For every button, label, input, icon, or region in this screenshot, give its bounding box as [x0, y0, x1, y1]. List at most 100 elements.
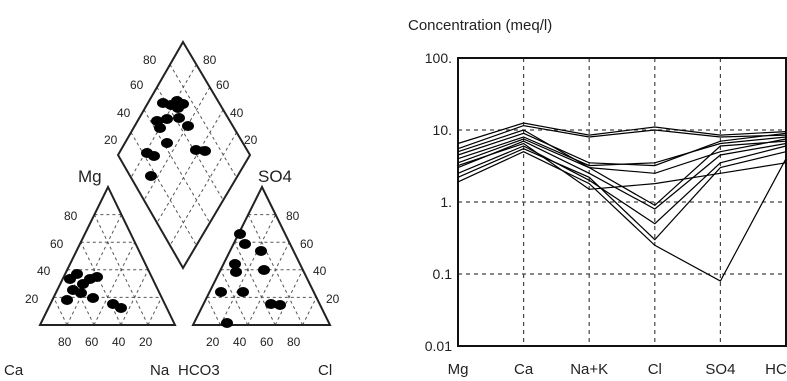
sample-point	[258, 265, 270, 275]
sample-point	[75, 288, 87, 298]
sample-point	[115, 303, 127, 313]
sample-point	[182, 121, 194, 131]
sample-point	[161, 138, 173, 148]
grid-line	[156, 109, 224, 224]
label-na: Na	[150, 362, 170, 379]
grid-line	[220, 269, 249, 326]
sample-point	[199, 146, 211, 156]
cation-tick-left: 40	[37, 264, 51, 278]
grid-line	[169, 132, 238, 246]
anion-tick-right: 20	[326, 292, 340, 306]
grid-line	[169, 64, 238, 178]
diamond-tick-right: 60	[216, 78, 230, 92]
diamond-tick-left: 80	[143, 53, 157, 67]
plot-area-frame	[457, 57, 787, 347]
y-tick-label: 0.01	[425, 338, 452, 354]
anion-tick-bottom: 20	[206, 335, 220, 349]
sample-point	[190, 145, 202, 155]
cation-tick-left: 20	[25, 292, 39, 306]
series-line	[457, 140, 787, 210]
diamond-tick-left: 60	[130, 78, 144, 92]
x-tick-label: HCO3	[765, 361, 787, 378]
sample-point	[239, 239, 251, 249]
anion-tick-right: 40	[313, 264, 327, 278]
sample-point	[221, 318, 233, 328]
sample-point	[237, 287, 249, 297]
cation-tick-left: 80	[64, 209, 78, 223]
grid-line	[233, 241, 276, 326]
label-ca: Ca	[4, 362, 24, 379]
grid-line	[93, 241, 136, 326]
label-hco3: HCO3	[178, 362, 220, 379]
x-tick-label: SO4	[705, 361, 735, 378]
diamond-frame	[116, 40, 252, 270]
grid-line	[274, 269, 304, 326]
x-axis-tick-labels: Mg Ca Na+K Cl SO4 HCO3	[448, 361, 787, 378]
series-line	[457, 138, 787, 174]
grid-line	[206, 297, 221, 326]
piper-frames	[38, 40, 332, 326]
y-tick-label: 10.	[433, 122, 452, 138]
sample-point	[91, 272, 103, 282]
grid-line	[143, 86, 211, 201]
chart-series	[457, 122, 787, 282]
grid-line	[302, 297, 317, 326]
piper-diagram: Mg SO4 Ca Na HCO3 Cl 80 60 40 20 80 60 4…	[4, 40, 340, 379]
sample-point	[87, 293, 99, 303]
y-tick-label: 1.	[440, 194, 452, 210]
anion-tick-right: 60	[300, 237, 314, 251]
x-tick-label: Cl	[648, 361, 662, 378]
anion-tick-bottom: 40	[233, 335, 247, 349]
sample-point	[215, 287, 227, 297]
series-line	[457, 148, 787, 241]
series-line	[457, 124, 787, 150]
series-line	[457, 129, 787, 207]
x-tick-label: Mg	[448, 361, 469, 378]
diamond-tick-right: 20	[244, 133, 258, 147]
sample-point	[173, 113, 185, 123]
grid-line	[247, 241, 290, 326]
sample-point	[161, 114, 173, 124]
label-so4: SO4	[258, 167, 292, 186]
sample-point	[61, 295, 73, 305]
cation-tick-bottom: 20	[139, 335, 153, 349]
series-line	[457, 136, 787, 167]
grid-line	[147, 297, 163, 326]
sample-point	[148, 151, 160, 161]
x-tick-label: Na+K	[570, 361, 608, 378]
grid-line	[130, 132, 197, 246]
anion-tick-bottom: 80	[287, 335, 301, 349]
cation-tick-bottom: 80	[58, 335, 72, 349]
series-line	[457, 142, 787, 190]
series-line	[457, 151, 787, 282]
anion-triangle-frame	[191, 184, 332, 326]
grid-line	[156, 86, 224, 201]
label-mg: Mg	[78, 167, 102, 186]
grid-line	[53, 297, 68, 326]
grid-line	[130, 64, 197, 178]
y-tick-label: 100.	[425, 50, 452, 66]
cation-tick-left: 60	[50, 237, 64, 251]
grid-line	[120, 269, 149, 326]
chart-title: Concentration (meq/l)	[408, 17, 552, 34]
y-tick-label: 0.1	[433, 266, 453, 282]
series-line	[457, 145, 787, 225]
diamond-tick-right: 40	[230, 106, 244, 120]
sample-point	[71, 269, 83, 279]
grid-line	[143, 109, 211, 224]
cation-triangle-frame	[38, 184, 177, 326]
series-line	[457, 122, 787, 145]
anion-tick-right: 80	[286, 209, 300, 223]
sample-point	[255, 246, 267, 256]
sample-point	[230, 267, 242, 277]
y-axis-tick-labels: 100. 10. 1. 0.1 0.01	[425, 50, 452, 354]
sample-point	[154, 123, 166, 133]
sample-point	[274, 300, 286, 310]
sample-point	[234, 229, 246, 239]
anion-tick-bottom: 60	[260, 335, 274, 349]
sample-point	[229, 259, 241, 269]
cation-tick-bottom: 40	[112, 335, 126, 349]
diamond-tick-left: 40	[117, 106, 131, 120]
x-tick-label: Ca	[514, 361, 534, 378]
